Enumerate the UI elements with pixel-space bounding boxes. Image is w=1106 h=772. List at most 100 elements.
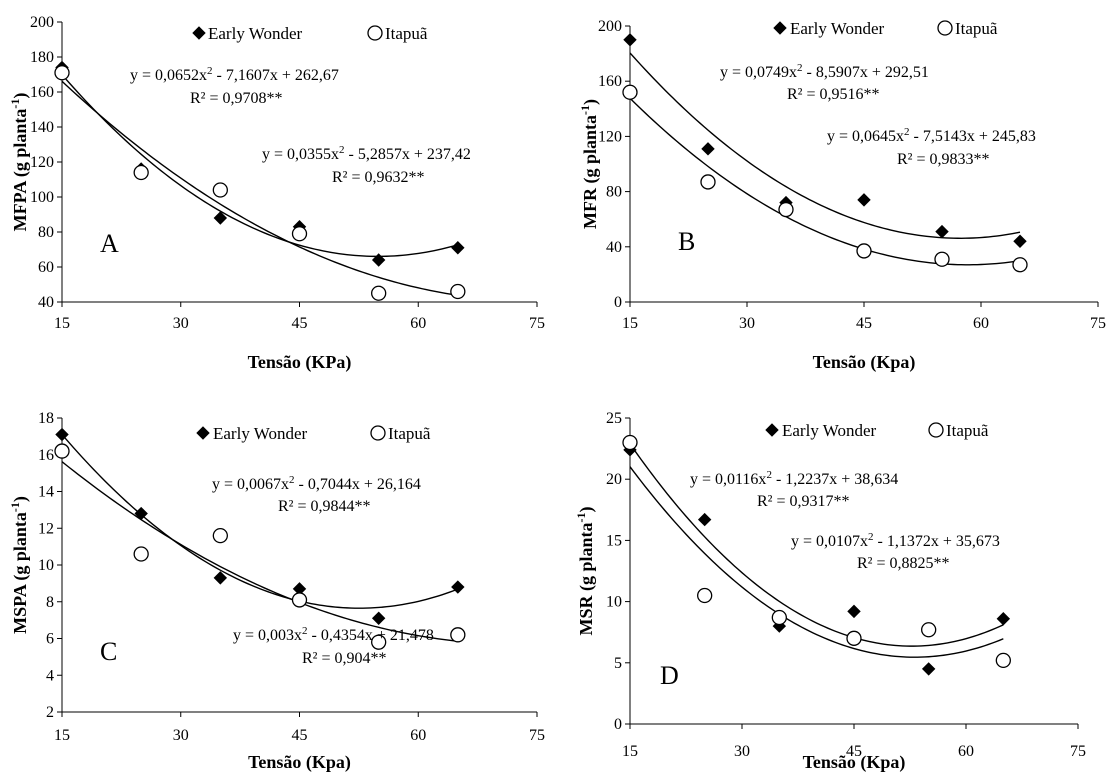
data-point-itapua <box>212 527 228 544</box>
equation-superscript: 2 <box>904 126 910 138</box>
x-tick-label: 45 <box>846 743 862 760</box>
equation-part: - 0,4354x + 21,478 <box>308 627 434 644</box>
x-tick-label: 75 <box>529 727 545 744</box>
legend: Early Wonder Itapuã <box>773 19 998 38</box>
r2-itapua: R² = 0,904** <box>302 650 387 667</box>
data-point-itapua <box>133 164 149 181</box>
y-axis-title-unit: (g planta <box>10 109 31 178</box>
r2-early-wonder: R² = 0,9516** <box>787 86 880 103</box>
equation-part: - 0,7044x + 26,164 <box>295 476 421 493</box>
y-tick-label: 180 <box>30 49 54 66</box>
legend-label-itapua: Itapuã <box>946 421 989 440</box>
x-tick-label: 75 <box>1090 315 1106 332</box>
legend: Early Wonder Itapuã <box>765 421 989 440</box>
equation-itapua: y = 0,003x2 - 0,4354x + 21,478 <box>233 625 434 644</box>
data-point-early-wonder <box>996 612 1011 626</box>
x-axis-title: Tensão (Kpa) <box>803 752 906 772</box>
equation-part: - 1,1372x + 35,673 <box>874 533 1000 550</box>
y-tick-label: 160 <box>30 84 54 101</box>
data-point-early-wonder <box>921 662 936 676</box>
equation-early-wonder: y = 0,0652x2 - 7,1607x + 262,67 <box>130 65 339 84</box>
data-point-early-wonder <box>857 193 871 207</box>
legend: Early Wonder Itapuã <box>192 24 428 43</box>
x-tick-label: 15 <box>54 727 70 744</box>
data-point-early-wonder <box>697 512 712 527</box>
equation-part: - 7,5143x + 245,83 <box>910 128 1036 145</box>
y-axis-title-close: ) <box>10 496 31 502</box>
y-axis-title-name: MFPA <box>10 181 30 232</box>
chart-panel-b: 0 40 80 120 160 200 15 30 45 60 75 Tensão (Kpa) MFR … <box>578 18 1106 373</box>
y-tick-label: 12 <box>38 520 54 537</box>
equation-superscript: 2 <box>289 474 295 486</box>
y-tick-label: 6 <box>46 631 54 648</box>
y-tick-label: 80 <box>38 224 54 241</box>
legend-marker-early-wonder <box>192 26 206 40</box>
y-axis-title-superscript: -1 <box>574 512 588 522</box>
x-tick-label: 60 <box>410 727 426 744</box>
y-axis-title: MFPA (g planta-1) <box>8 93 31 232</box>
y-tick-label: 5 <box>614 655 622 672</box>
data-point-itapua <box>995 652 1011 669</box>
y-axis-title: MFR (g planta-1) <box>578 99 601 229</box>
r2-early-wonder: R² = 0,9708** <box>190 90 283 107</box>
equation-early-wonder: y = 0,0116x2 - 1,2237x + 38,634 <box>690 469 898 488</box>
legend-marker-early-wonder <box>765 423 779 437</box>
data-point-early-wonder <box>134 506 148 521</box>
y-axis-title-close: ) <box>580 99 601 105</box>
data-point-early-wonder <box>701 142 715 156</box>
equation-part: y = 0,0645x <box>827 128 904 145</box>
legend-marker-early-wonder <box>773 21 787 35</box>
x-tick-label: 30 <box>739 315 755 332</box>
y-axis-title-unit: (g planta <box>580 115 601 184</box>
r2-itapua: R² = 0,9632** <box>332 169 425 186</box>
y-tick-label: 25 <box>606 410 622 427</box>
y-axis-title-superscript: -1 <box>8 502 22 512</box>
chart-panel-d: 0 5 10 15 20 25 15 30 45 60 75 Tensão (Kpa) MSR (g p… <box>574 410 1086 772</box>
equation-superscript: 2 <box>207 65 213 77</box>
y-axis-title-name: MSR <box>576 595 596 636</box>
trendline-itapua <box>61 80 458 296</box>
y-axis-title-name: MSPA <box>10 584 30 634</box>
y-tick-label: 40 <box>38 294 54 311</box>
equation-superscript: 2 <box>868 531 874 543</box>
x-tick-label: 75 <box>529 315 545 332</box>
data-point-early-wonder <box>935 224 949 239</box>
legend-label-itapua: Itapuã <box>385 24 428 43</box>
data-point-early-wonder <box>213 211 228 225</box>
data-point-itapua <box>622 434 638 451</box>
data-point-itapua <box>371 285 387 301</box>
x-tick-label: 15 <box>622 743 638 760</box>
data-point-itapua <box>771 609 787 626</box>
data-point-itapua <box>934 251 950 267</box>
x-tick-label: 60 <box>410 315 426 332</box>
y-tick-label: 120 <box>598 128 622 145</box>
equation-itapua: y = 0,0645x2 - 7,5143x + 245,83 <box>827 126 1036 145</box>
legend-marker-early-wonder <box>196 426 210 440</box>
equation-part: - 7,1607x + 262,67 <box>213 67 339 84</box>
x-axis-title: Tensão (Kpa) <box>248 752 351 772</box>
equation-part: y = 0,0652x <box>130 67 207 84</box>
panel-letter: C <box>100 637 117 666</box>
y-tick-label: 14 <box>38 484 54 501</box>
y-axis-title-name: MFR <box>580 187 600 229</box>
data-point-early-wonder <box>451 241 465 255</box>
y-tick-label: 60 <box>38 259 54 276</box>
data-point-early-wonder <box>55 427 69 442</box>
legend-marker-itapua <box>928 422 944 438</box>
data-point-itapua <box>697 587 713 604</box>
y-tick-label: 16 <box>38 447 54 464</box>
equation-part: y = 0,0749x <box>720 64 797 81</box>
r2-early-wonder: R² = 0,9844** <box>278 498 371 515</box>
trendline-early-wonder <box>629 52 1021 239</box>
data-point-itapua <box>1012 257 1028 273</box>
y-tick-label: 2 <box>46 704 54 721</box>
x-tick-label: 75 <box>1070 743 1086 760</box>
y-tick-label: 18 <box>38 410 54 427</box>
y-axis-title-superscript: -1 <box>8 99 22 109</box>
r2-early-wonder: R² = 0,9317** <box>757 493 850 510</box>
trendline-itapua <box>629 97 1021 266</box>
equation-superscript: 2 <box>302 625 308 637</box>
equation-itapua: y = 0,0355x2 - 5,2857x + 237,42 <box>262 144 471 163</box>
y-axis-title-unit: (g planta <box>576 522 597 591</box>
